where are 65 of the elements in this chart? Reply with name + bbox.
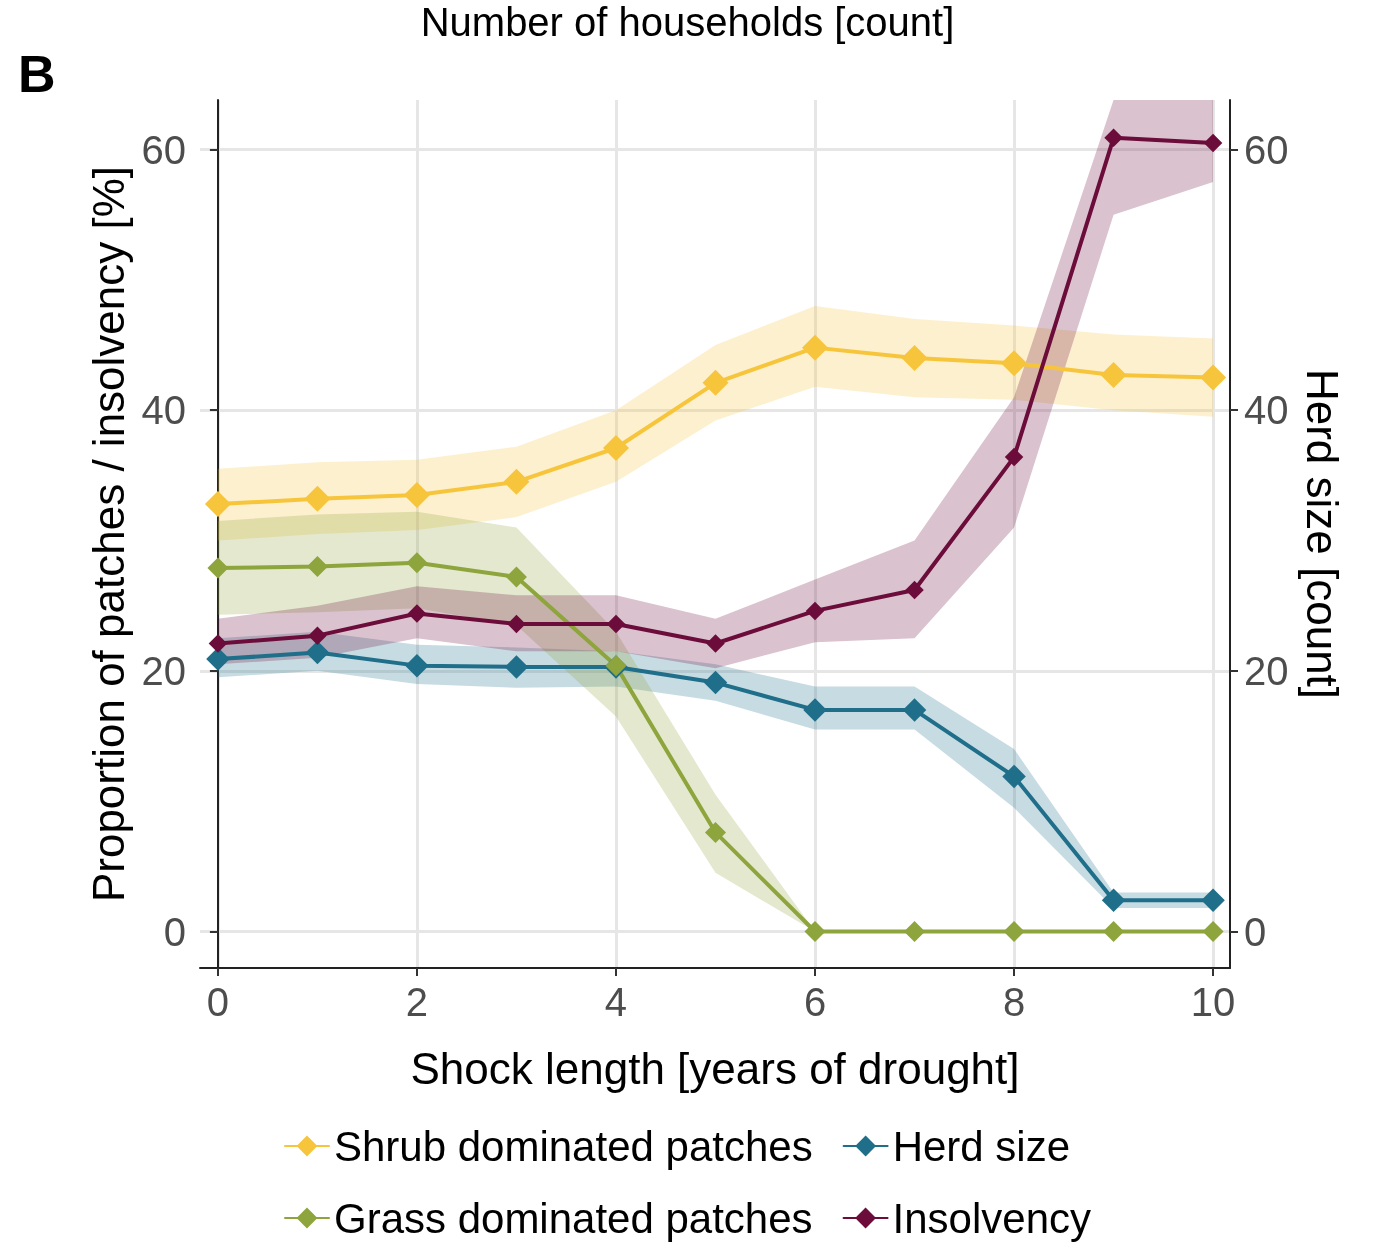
point [206, 647, 230, 671]
point [405, 653, 429, 678]
point [1101, 888, 1126, 912]
point [208, 634, 228, 653]
point [1202, 921, 1224, 943]
point [1200, 364, 1227, 391]
point [407, 604, 427, 623]
point [504, 655, 529, 679]
point [702, 369, 729, 396]
point [602, 434, 629, 461]
point [703, 670, 728, 695]
point [1100, 362, 1127, 388]
point [904, 921, 926, 943]
y-tick-label: 20 [141, 648, 186, 693]
point [901, 345, 928, 372]
x-tick-label: 0 [206, 980, 230, 1024]
point [204, 491, 231, 518]
point [804, 921, 826, 943]
point [905, 580, 924, 600]
y-tick-label: 0 [163, 909, 186, 954]
point [1004, 447, 1024, 467]
point [308, 626, 327, 645]
text: Number of households [count] [420, 0, 955, 44]
point [403, 481, 430, 508]
point [1103, 921, 1125, 943]
point [306, 556, 328, 578]
y-tick-label: 60 [141, 127, 186, 172]
x-tick-label: 6 [803, 980, 827, 1024]
point [304, 485, 331, 512]
x-tick-label: 2 [405, 980, 429, 1024]
point [507, 614, 526, 634]
point [1201, 888, 1225, 912]
y-tick-label: 40 [141, 388, 186, 433]
point [706, 634, 725, 653]
chart-title: B [18, 45, 56, 103]
point [1003, 921, 1025, 943]
point [406, 552, 428, 574]
point [902, 698, 927, 722]
point [1104, 128, 1123, 148]
y2-axis-title: Herd size [count] [1297, 368, 1347, 700]
y2-tick-label: 40 [1244, 388, 1289, 433]
x-axis-title: Shock length [years of drought] [410, 1043, 1020, 1093]
y2-tick-label: 60 [1244, 127, 1289, 172]
y-axis-title: Proportion of patches / insolvency [%] [83, 165, 133, 903]
point [1203, 133, 1223, 153]
legend-label: Shrub dominated patches [333, 1122, 813, 1170]
point [705, 821, 726, 843]
point [802, 334, 829, 361]
x-tick-label: 8 [1002, 980, 1026, 1024]
point [207, 557, 229, 579]
x-tick-label: 4 [604, 980, 628, 1024]
y2-tick-label: 0 [1244, 909, 1267, 954]
point [503, 468, 530, 495]
x-tick-label: 10 [1190, 980, 1236, 1024]
point [505, 566, 527, 588]
legend-label: Insolvency [892, 1194, 1092, 1242]
point [805, 601, 825, 621]
y2-tick-label: 20 [1244, 648, 1289, 693]
legend-label: Grass dominated patches [333, 1194, 813, 1242]
point [606, 614, 626, 634]
point [803, 698, 827, 722]
point [1002, 764, 1026, 789]
point [1001, 350, 1028, 377]
legend-label: Herd size [892, 1122, 1071, 1170]
point [305, 640, 330, 665]
